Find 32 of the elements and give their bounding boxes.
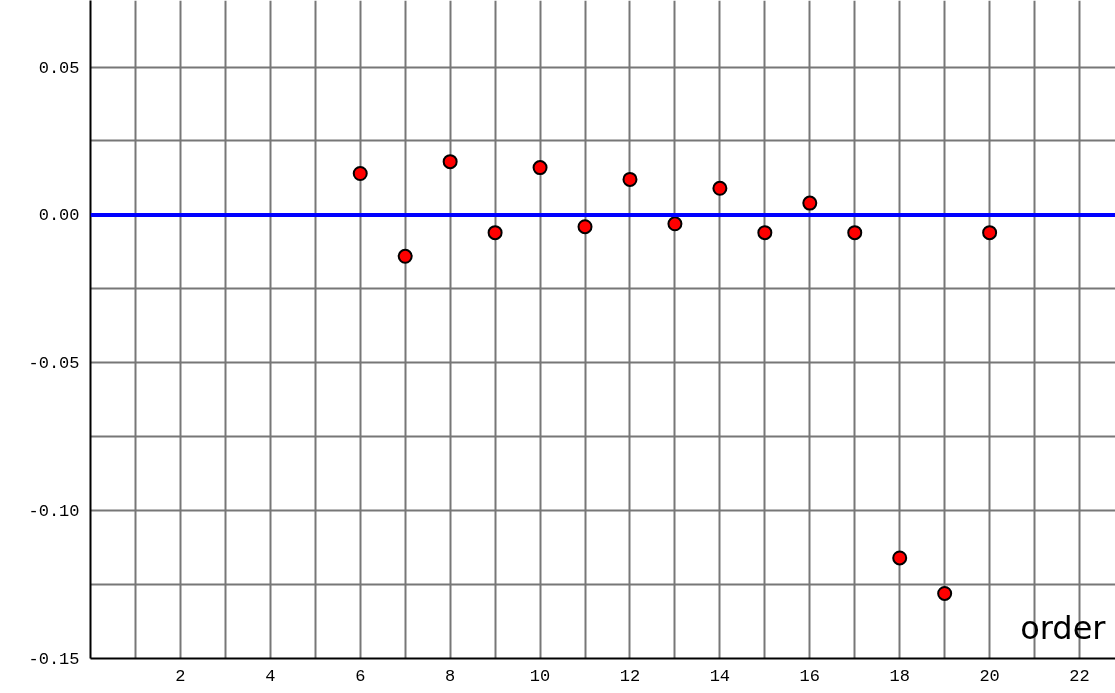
x-tick-label: 10	[529, 666, 551, 686]
y-tick-label: 0.05	[38, 58, 80, 78]
y-tick-label: -0.05	[28, 354, 80, 374]
x-axis-title: order	[1020, 608, 1107, 647]
y-tick-label: 0.00	[38, 206, 80, 226]
point	[802, 195, 818, 211]
x-tick-label: 16	[799, 666, 820, 686]
x-tick-label: 12	[619, 666, 641, 686]
point	[352, 166, 368, 181]
x-tick-label: 2	[175, 666, 186, 686]
x-tick-label: 6	[355, 666, 366, 686]
y-tick-label: -0.15	[28, 650, 80, 669]
point	[982, 225, 998, 241]
y-tick-label: -0.10	[28, 502, 80, 522]
point	[937, 585, 953, 601]
point	[577, 219, 593, 235]
point	[667, 216, 683, 232]
point	[397, 248, 413, 264]
point	[757, 225, 773, 241]
point	[532, 160, 548, 176]
point	[892, 550, 908, 566]
point	[847, 225, 863, 241]
point	[487, 225, 503, 241]
x-tick-label: 18	[889, 666, 910, 686]
x-tick-label: 4	[265, 666, 276, 686]
point	[442, 154, 458, 170]
point	[712, 180, 728, 196]
x-tick-label: 22	[1069, 666, 1090, 686]
x-tick-label: 14	[709, 666, 731, 686]
x-tick-label: 20	[979, 666, 1000, 686]
point	[622, 171, 638, 187]
x-tick-label: 8	[445, 666, 456, 686]
